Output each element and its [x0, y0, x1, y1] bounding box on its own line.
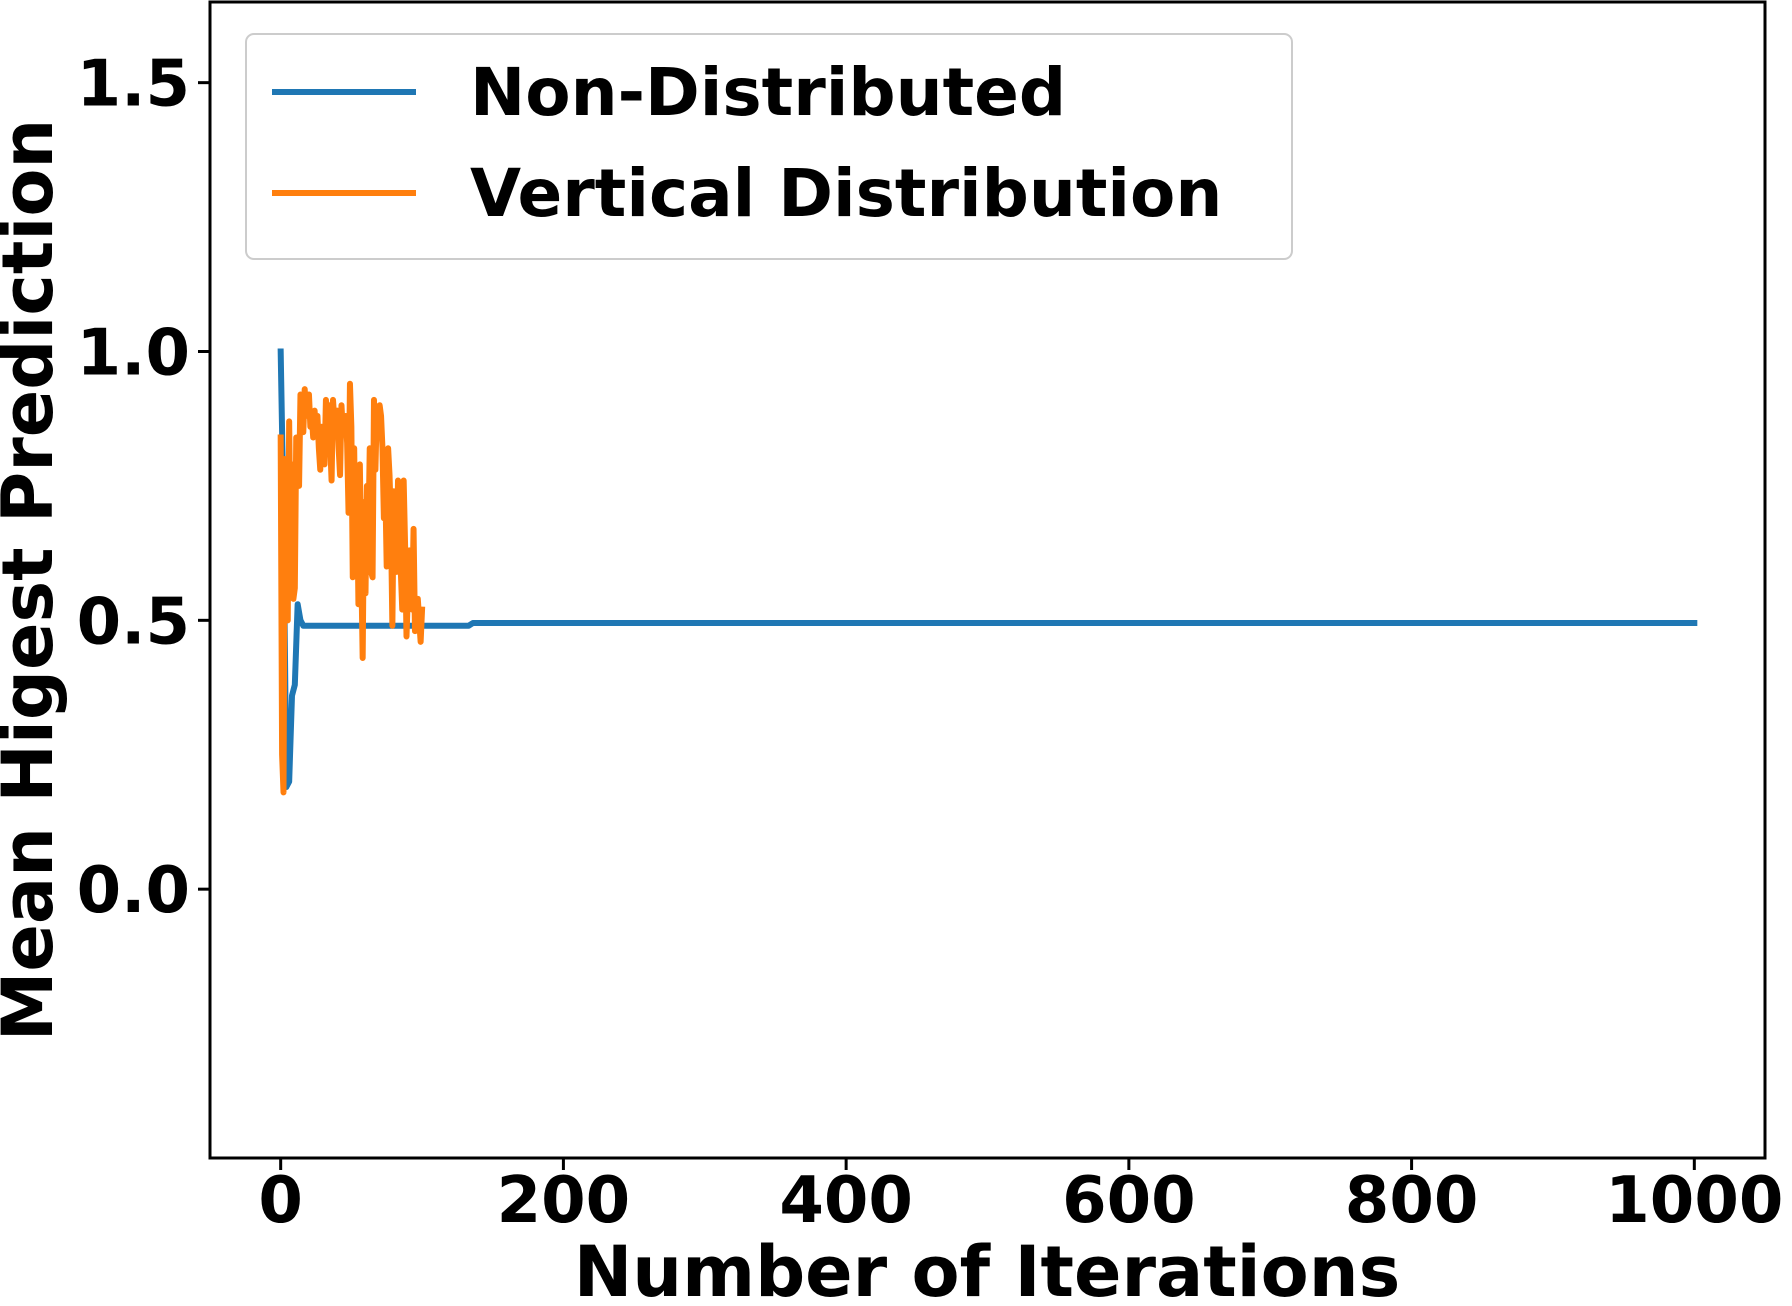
- legend: Non-Distributed Vertical Distribution: [245, 33, 1293, 260]
- plot-frame: [208, 0, 1767, 1160]
- legend-label-2: Vertical Distribution: [470, 155, 1222, 232]
- y-axis: 0.0 0.5 1.0 1.5: [77, 48, 210, 928]
- legend-box: [245, 33, 1293, 260]
- x-tick-label: 200: [497, 1164, 631, 1238]
- y-axis-title: Mean Higest Prediction: [0, 119, 69, 1042]
- y-tick-label: 0.5: [77, 585, 190, 659]
- x-axis-title: Number of Iterations: [574, 1231, 1401, 1306]
- series-line-2: [277, 380, 426, 796]
- y-tick-label: 1.0: [77, 316, 190, 390]
- x-tick-label: 0: [258, 1164, 303, 1238]
- y-tick-label: 0.0: [77, 854, 190, 928]
- series-layer: [277, 348, 1698, 796]
- x-tick-label: 600: [1062, 1164, 1196, 1238]
- y-tick-label: 1.5: [77, 48, 190, 122]
- x-tick-label: 1000: [1605, 1164, 1783, 1238]
- series-line-1: [277, 348, 1698, 790]
- x-tick-label: 400: [779, 1164, 913, 1238]
- x-axis: 0 200 400 600 800 1000: [258, 1158, 1783, 1238]
- x-tick-label: 800: [1345, 1164, 1479, 1238]
- legend-label-1: Non-Distributed: [470, 54, 1066, 131]
